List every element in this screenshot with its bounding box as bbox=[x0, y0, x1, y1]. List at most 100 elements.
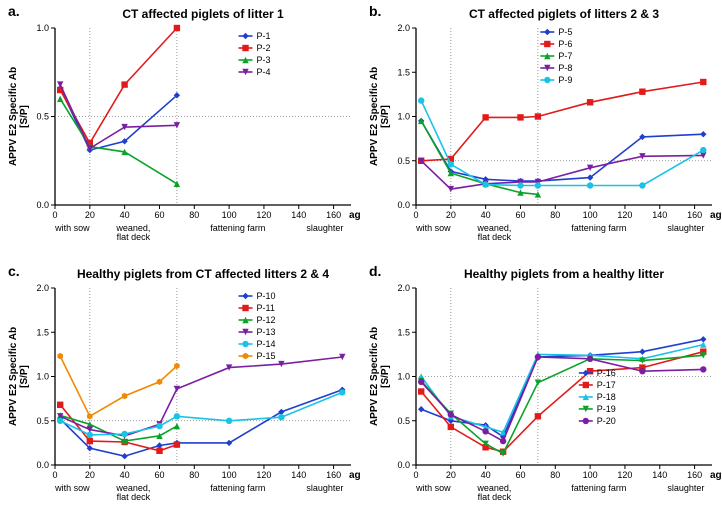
series-marker-P-20 bbox=[448, 411, 454, 417]
xtick-label: 60 bbox=[515, 210, 525, 220]
legend-label-P-10: P-10 bbox=[257, 291, 276, 301]
series-line-P-20 bbox=[421, 357, 703, 441]
series-marker-P-20 bbox=[700, 366, 706, 372]
legend-label-P-17: P-17 bbox=[597, 380, 616, 390]
legend-label-P-3: P-3 bbox=[257, 55, 271, 65]
xtick-label: 20 bbox=[446, 470, 456, 480]
series-marker-P-20 bbox=[500, 438, 506, 444]
xtick-label: 40 bbox=[481, 210, 491, 220]
xtick-label: 120 bbox=[617, 470, 632, 480]
phase-label: slaughter bbox=[667, 483, 704, 493]
xtick-label: 100 bbox=[222, 470, 237, 480]
series-marker-P-13 bbox=[174, 386, 180, 392]
series-marker-P-17 bbox=[535, 413, 541, 419]
ytick-label: 0.5 bbox=[397, 156, 410, 166]
xtick-label: 80 bbox=[550, 210, 560, 220]
xtick-label: 60 bbox=[515, 470, 525, 480]
series-marker-P-20 bbox=[639, 368, 645, 374]
xtick-label: 20 bbox=[85, 470, 95, 480]
legend-marker-P-17 bbox=[583, 382, 589, 388]
legend-marker-P-6 bbox=[544, 41, 550, 47]
legend-label-P-5: P-5 bbox=[558, 27, 572, 37]
series-marker-P-9 bbox=[482, 181, 488, 187]
panel-title-b: CT affected piglets of litters 2 & 3 bbox=[469, 7, 659, 21]
y-axis-title: APPV E2 Specific Ab[S/P] bbox=[369, 327, 391, 426]
phase-label: weaned,flat deck bbox=[115, 223, 150, 242]
xtick-label: 140 bbox=[652, 210, 667, 220]
xtick-label: 80 bbox=[189, 470, 199, 480]
series-marker-P-11 bbox=[57, 402, 63, 408]
series-line-P-6 bbox=[421, 82, 703, 161]
phase-label: with sow bbox=[54, 483, 90, 493]
phase-label: slaughter bbox=[306, 483, 343, 493]
series-marker-P-20 bbox=[482, 428, 488, 434]
panel-title-d: Healthy piglets from a healthy litter bbox=[464, 267, 664, 281]
xtick-label: 0 bbox=[52, 210, 57, 220]
series-marker-P-6 bbox=[639, 89, 645, 95]
ytick-label: 2.0 bbox=[397, 23, 410, 33]
legend-marker-P-14 bbox=[242, 341, 248, 347]
series-line-P-1 bbox=[60, 88, 177, 150]
series-marker-P-5 bbox=[700, 131, 706, 137]
legend-marker-P-9 bbox=[544, 77, 550, 83]
xtick-label: 80 bbox=[550, 470, 560, 480]
xtick-label: 100 bbox=[583, 210, 598, 220]
xtick-label: 120 bbox=[617, 210, 632, 220]
xtick-label: 0 bbox=[52, 470, 57, 480]
legend-label-P-4: P-4 bbox=[257, 67, 271, 77]
series-marker-P-6 bbox=[517, 114, 523, 120]
xtick-label: 40 bbox=[120, 210, 130, 220]
legend-label-P-8: P-8 bbox=[558, 63, 572, 73]
series-marker-P-14 bbox=[174, 413, 180, 419]
series-marker-P-14 bbox=[339, 389, 345, 395]
chart-grid: a. CT affected piglets of litter 1 0.0 0.5 1… bbox=[0, 0, 722, 520]
legend-label-P-6: P-6 bbox=[558, 39, 572, 49]
panel-label-a: a. bbox=[8, 3, 20, 19]
series-marker-P-20 bbox=[418, 379, 424, 385]
xtick-label: 20 bbox=[85, 210, 95, 220]
xtick-label: 120 bbox=[256, 210, 271, 220]
panel-title-c: Healthy piglets from CT affected litters… bbox=[77, 267, 329, 281]
legend-label-P-20: P-20 bbox=[597, 416, 616, 426]
xtick-label: 100 bbox=[583, 470, 598, 480]
xtick-label: 40 bbox=[120, 470, 130, 480]
phase-label: with sow bbox=[54, 223, 90, 233]
series-marker-P-2 bbox=[121, 81, 127, 87]
series-marker-P-15 bbox=[122, 393, 128, 399]
phase-label: fattening farm bbox=[210, 483, 265, 493]
series-marker-P-14 bbox=[57, 418, 63, 424]
series-line-P-13 bbox=[60, 357, 342, 436]
xtick-label: 100 bbox=[222, 210, 237, 220]
series-marker-P-9 bbox=[639, 182, 645, 188]
series-marker-P-3 bbox=[57, 96, 63, 102]
xtick-label: 160 bbox=[326, 470, 341, 480]
series-marker-P-6 bbox=[482, 114, 488, 120]
y-axis-title: APPV E2 Specific Ab[S/P] bbox=[8, 327, 30, 426]
panel-title-a: CT affected piglets of litter 1 bbox=[122, 7, 284, 21]
legend-marker-P-10 bbox=[242, 293, 248, 299]
series-marker-P-14 bbox=[226, 418, 232, 424]
series-marker-P-11 bbox=[174, 441, 180, 447]
phase-label: fattening farm bbox=[210, 223, 265, 233]
series-marker-P-19 bbox=[535, 380, 541, 386]
series-marker-P-9 bbox=[418, 97, 424, 103]
series-marker-P-9 bbox=[535, 182, 541, 188]
ytick-label: 2.0 bbox=[397, 283, 410, 293]
series-marker-P-14 bbox=[87, 432, 93, 438]
panel-label-b: b. bbox=[369, 3, 381, 19]
phase-label: slaughter bbox=[306, 223, 343, 233]
y-axis-title: APPV E2 Specific Ab[S/P] bbox=[369, 67, 391, 166]
series-line-P-10 bbox=[60, 390, 342, 456]
series-marker-P-16 bbox=[418, 406, 424, 412]
ytick-label: 1.5 bbox=[397, 67, 410, 77]
xtick-label: 160 bbox=[326, 210, 341, 220]
series-marker-P-2 bbox=[174, 25, 180, 31]
ytick-label: 0.0 bbox=[397, 460, 410, 470]
phase-label: with sow bbox=[415, 483, 451, 493]
xtick-label: 160 bbox=[687, 210, 702, 220]
series-marker-P-14 bbox=[156, 423, 162, 429]
ytick-label: 2.0 bbox=[36, 283, 49, 293]
ytick-label: 1.5 bbox=[397, 327, 410, 337]
phase-label: fattening farm bbox=[571, 223, 626, 233]
legend-marker-P-5 bbox=[544, 29, 550, 35]
